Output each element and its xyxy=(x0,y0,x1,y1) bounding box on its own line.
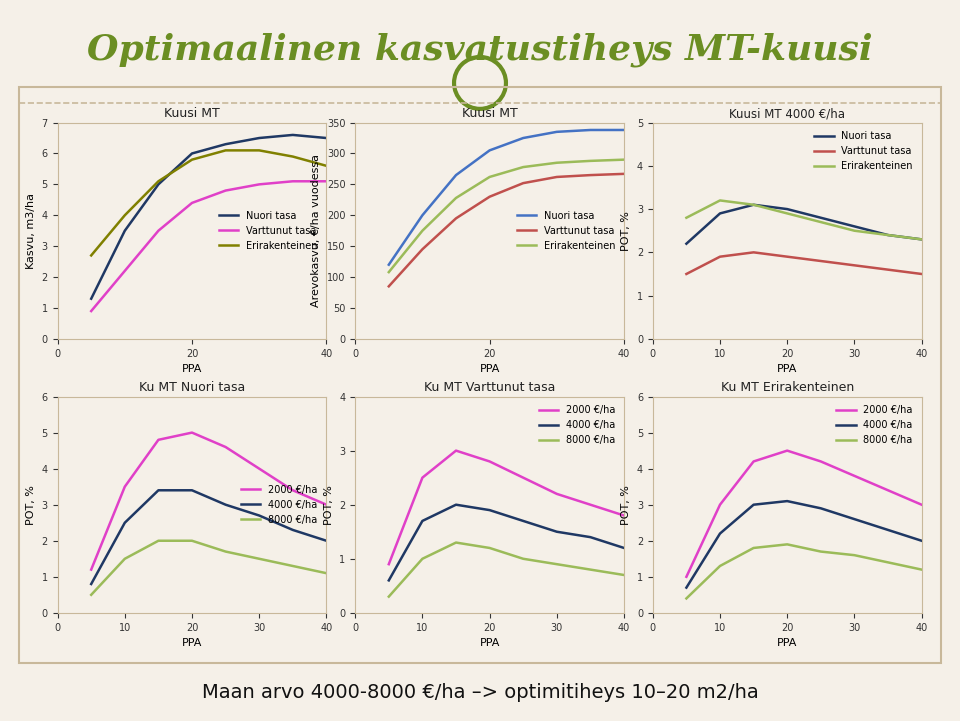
Text: Maan arvo 4000-8000 €/ha –> optimitiheys 10–20 m2/ha: Maan arvo 4000-8000 €/ha –> optimitiheys… xyxy=(202,683,758,702)
Title: Kuusi MT 4000 €/ha: Kuusi MT 4000 €/ha xyxy=(730,107,845,120)
Legend: 2000 €/ha, 4000 €/ha, 8000 €/ha: 2000 €/ha, 4000 €/ha, 8000 €/ha xyxy=(237,481,322,528)
X-axis label: PPA: PPA xyxy=(479,364,500,374)
Text: Optimaalinen kasvatustiheys MT-kuusi: Optimaalinen kasvatustiheys MT-kuusi xyxy=(87,32,873,67)
Y-axis label: Arevokasvu, €/ha vuodessa: Arevokasvu, €/ha vuodessa xyxy=(311,154,322,307)
X-axis label: PPA: PPA xyxy=(777,364,798,374)
Legend: Nuori tasa, Varttunut tasa, Erirakenteinen: Nuori tasa, Varttunut tasa, Erirakentein… xyxy=(215,207,322,255)
Legend: 2000 €/ha, 4000 €/ha, 8000 €/ha: 2000 €/ha, 4000 €/ha, 8000 €/ha xyxy=(832,402,917,449)
Title: Ku MT Erirakenteinen: Ku MT Erirakenteinen xyxy=(721,381,853,394)
X-axis label: PPA: PPA xyxy=(181,364,203,374)
Legend: Nuori tasa, Varttunut tasa, Erirakenteinen: Nuori tasa, Varttunut tasa, Erirakentein… xyxy=(513,207,619,255)
Y-axis label: POT, %: POT, % xyxy=(324,485,334,525)
Title: Kuusi MT: Kuusi MT xyxy=(462,107,517,120)
Y-axis label: POT, %: POT, % xyxy=(621,211,632,251)
Legend: 2000 €/ha, 4000 €/ha, 8000 €/ha: 2000 €/ha, 4000 €/ha, 8000 €/ha xyxy=(535,402,619,449)
Y-axis label: POT, %: POT, % xyxy=(26,485,36,525)
Circle shape xyxy=(459,62,501,104)
Title: Ku MT Nuori tasa: Ku MT Nuori tasa xyxy=(139,381,245,394)
X-axis label: PPA: PPA xyxy=(777,638,798,648)
Y-axis label: Kasvu, m3/ha: Kasvu, m3/ha xyxy=(26,193,36,269)
Y-axis label: POT, %: POT, % xyxy=(621,485,632,525)
Title: Ku MT Varttunut tasa: Ku MT Varttunut tasa xyxy=(424,381,555,394)
Title: Kuusi MT: Kuusi MT xyxy=(164,107,220,120)
X-axis label: PPA: PPA xyxy=(181,638,203,648)
X-axis label: PPA: PPA xyxy=(479,638,500,648)
Legend: Nuori tasa, Varttunut tasa, Erirakenteinen: Nuori tasa, Varttunut tasa, Erirakentein… xyxy=(810,128,917,175)
